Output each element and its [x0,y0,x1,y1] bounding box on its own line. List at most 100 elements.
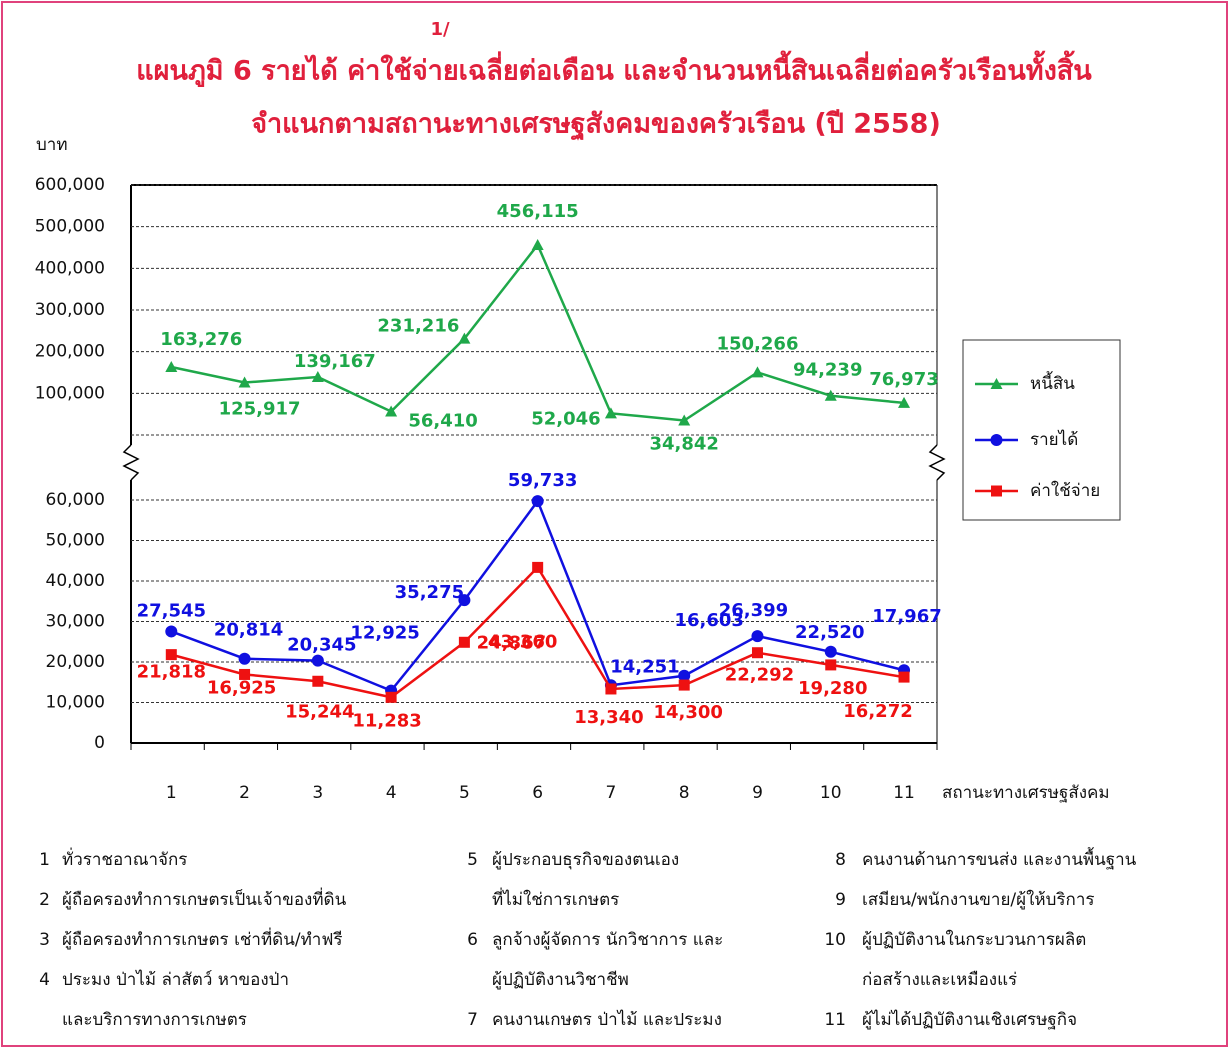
note-number: 1 [39,850,50,870]
value-label: 19,280 [798,678,867,699]
marker [458,636,470,648]
value-label: 43,360 [488,631,557,652]
x-tick-label: 8 [679,783,690,803]
note-text: เสมียน/พนักงานขาย/ผู้ให้บริการ [862,889,1095,910]
marker [385,405,398,417]
y-tick-label: 0 [94,733,105,753]
note-text: คนงานด้านการขนส่ง และงานพื้นฐาน [862,847,1137,870]
x-tick-label: 7 [606,783,617,803]
y-tick-label: 600,000 [35,175,105,195]
note-number: 11 [824,1010,846,1030]
note-number: 8 [835,850,846,870]
value-label: 12,925 [350,623,419,644]
chart-title: แผนภูมิ 6 รายได้ ค่าใช้จ่ายเฉลี่ยต่อเดือ… [136,50,1092,88]
marker [678,669,691,682]
y-tick-label: 500,000 [35,217,105,237]
x-tick-label: 2 [239,783,250,803]
marker [990,434,1003,446]
marker [990,378,1003,389]
marker [165,625,178,638]
chart-title: จำแนกตามสถานะทางเศรษฐสังคมของครัวเรือน (… [251,109,941,142]
note-number: 5 [467,850,478,870]
marker [532,561,544,573]
value-label: 20,345 [287,635,356,656]
legend-label: รายได้ [1030,429,1078,450]
note-number: 9 [835,890,846,910]
footnote-mark: 1/ [430,19,450,40]
marker [678,414,691,426]
y-tick-label: 10,000 [46,693,105,713]
legend-label: ค่าใช้จ่าย [1030,480,1100,501]
value-label: 26,399 [719,600,788,621]
value-label: 20,814 [214,620,283,641]
note-text: ลูกจ้างผู้จัดการ นักวิชาการ และ [492,930,723,950]
value-label: 11,283 [352,710,421,731]
note-number: 2 [39,890,50,910]
note-text: ประมง ป่าไม้ ล่าสัตว์ หาของป่า [62,969,289,990]
x-axis-label: สถานะทางเศรษฐสังคม [942,783,1110,803]
marker [239,668,251,680]
note-text: ผู้ถือครองทำการเกษตร เช่าที่ดิน/ทำฟรี [62,927,343,950]
value-label: 456,115 [497,201,579,222]
y-tick-label: 20,000 [46,652,105,672]
value-label: 52,046 [531,408,600,429]
y-unit: บาท [36,135,68,155]
value-label: 16,925 [207,677,276,698]
marker [165,360,178,372]
value-label: 139,167 [294,351,376,372]
note-text: ก่อสร้างและเหมืองแร่ [862,970,1017,990]
marker [458,332,471,344]
marker [825,659,837,671]
note-text: คนงานเกษตร ป่าไม้ และประมง [492,1009,722,1030]
x-tick-label: 6 [532,783,543,803]
note-number: 7 [467,1010,478,1030]
note-text: ที่ไม่ใช่การเกษตร [492,887,619,910]
marker [751,366,764,378]
value-label: 15,244 [285,701,354,722]
note-text: ผู้ปฏิบัติงานวิชาชีพ [492,970,629,990]
marker [531,495,544,508]
marker [751,647,763,659]
marker [531,238,544,250]
note-number: 6 [467,930,478,950]
marker [238,376,251,388]
note-text: ทั่วราชอาณาจักร [62,847,187,870]
value-label: 14,251 [610,656,679,677]
y-tick-label: 60,000 [46,490,105,510]
marker [238,652,251,665]
note-number: 10 [824,930,846,950]
value-label: 17,967 [872,606,941,627]
value-label: 150,266 [716,333,798,354]
marker [991,485,1002,497]
x-tick-label: 9 [752,783,763,803]
legend-label: หนี้สิน [1030,371,1075,394]
y-tick-label: 40,000 [46,571,105,591]
marker [312,675,324,687]
note-text: ผู้ประกอบธุรกิจของตนเอง [492,850,679,870]
note-text: และบริการทางการเกษตร [62,1010,247,1030]
value-label: 59,733 [508,470,577,491]
value-label: 163,276 [160,329,242,350]
marker [605,683,617,695]
value-label: 76,973 [869,369,938,390]
x-tick-label: 11 [893,783,915,803]
marker [458,594,471,607]
note-text: ผู้ไม่ได้ปฏิบัติงานเชิงเศรษฐกิจ [862,1009,1077,1030]
y-tick-label: 100,000 [35,383,105,403]
note-number: 3 [39,930,50,950]
note-number: 4 [39,970,50,990]
value-label: 14,300 [653,702,722,723]
marker [311,371,324,383]
marker [751,630,764,643]
value-label: 35,275 [395,582,464,603]
marker [898,671,910,683]
note-text: ผู้ถือครองทำการเกษตรเป็นเจ้าของที่ดิน [62,887,347,910]
value-label: 21,818 [137,662,206,683]
value-label: 56,410 [408,410,477,431]
value-label: 94,239 [793,360,862,381]
y-tick-label: 400,000 [35,258,105,278]
marker [824,645,837,658]
marker [311,654,324,667]
